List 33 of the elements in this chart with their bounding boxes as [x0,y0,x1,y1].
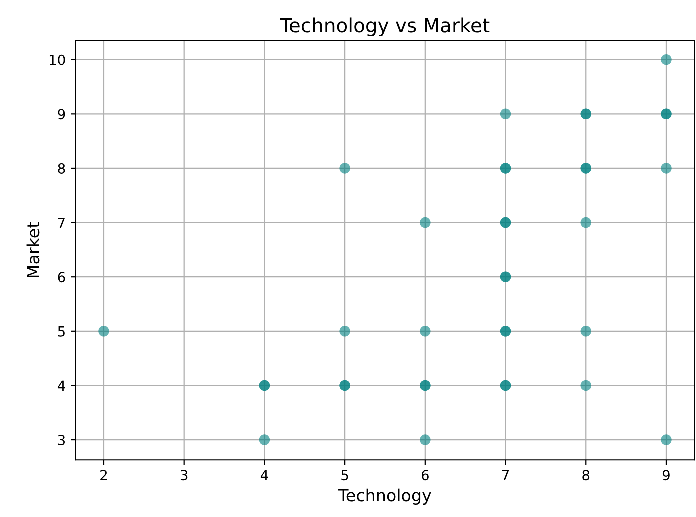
point [661,163,672,174]
x-tick-label: 4 [260,470,268,480]
y-tick-label: 10 [50,54,66,66]
point [580,380,592,392]
point [259,434,270,446]
x-tick-label: 3 [180,470,188,481]
x-tick-label: 8 [582,470,590,481]
point [98,326,110,337]
x-axis-title: Technology [338,488,432,505]
y-tick-label: 5 [58,326,65,337]
point [420,434,431,446]
point [420,217,431,228]
y-tick-label: 6 [58,272,66,283]
point [661,54,672,66]
y-tick-label: 9 [58,109,66,120]
point [500,108,512,120]
y-tick-label: 7 [58,218,65,228]
point [340,326,350,337]
point [340,163,350,174]
x-tick-label: 7 [502,470,509,480]
y-tick-label: 3 [58,435,66,446]
x-tick-label: 5 [342,470,348,481]
point [420,326,431,337]
chart-title: Technology vs Market [280,18,490,37]
x-tick-label: 9 [662,470,670,481]
y-axis-title: Market [26,222,40,278]
x-tick-label: 2 [100,470,108,480]
y-tick-label: 8 [58,163,66,174]
x-tick-label: 6 [422,470,429,481]
point [580,217,592,228]
point [661,434,672,446]
y-tick-label: 4 [58,380,66,391]
point [580,326,592,337]
